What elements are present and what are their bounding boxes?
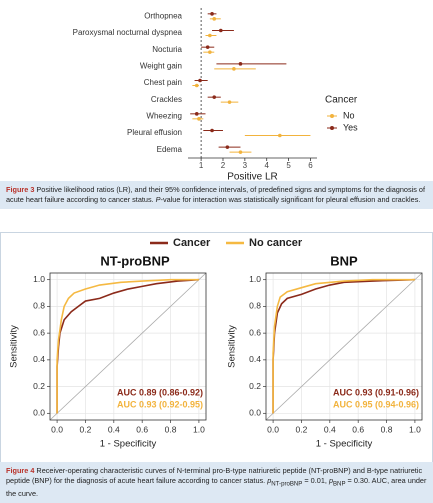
y-tick-label: Pleural effusion — [127, 128, 182, 137]
x-tick-label: 0.0 — [267, 424, 279, 434]
y-axis-label: Sensitivity — [227, 325, 238, 368]
x-tick-label: 0.0 — [51, 424, 63, 434]
point — [194, 112, 199, 116]
caption-text: Positive likelihood ratios (LR), and the… — [6, 185, 425, 205]
point — [218, 28, 223, 33]
x-tick-label: 1.0 — [409, 424, 421, 434]
annotation: AUC 0.95 (0.94-0.96) — [333, 399, 419, 409]
x-tick-label: 0.2 — [296, 424, 308, 434]
x-tick-label: 1 — [199, 161, 204, 170]
caption-label: Figure 3 — [6, 185, 35, 194]
y-tick-label: Nocturia — [152, 45, 182, 54]
y-tick-label: Chest pain — [144, 78, 182, 87]
x-tick-label: 1.0 — [193, 424, 205, 434]
plot-border — [49, 272, 207, 421]
caption-text: = 0.01, — [302, 476, 329, 486]
caption-text: BNP — [333, 480, 346, 488]
y-tick-label: 0.6 — [33, 327, 45, 337]
point — [232, 67, 236, 71]
y-tick-label: 0.4 — [249, 354, 261, 364]
figure-3-caption: Figure 3 Positive likelihood ratios (LR)… — [0, 181, 433, 210]
caption-text: Receiver-operating characteristic curves… — [6, 466, 423, 486]
x-axis-label: 1 - Specificity — [316, 439, 373, 450]
caption-text: p — [267, 476, 272, 486]
y-tick-label: Edema — [157, 145, 183, 154]
y-tick-label: 0.8 — [33, 301, 45, 311]
legend-title: Cancer — [325, 95, 358, 106]
caption-text: P — [155, 195, 161, 205]
annotation: AUC 0.89 (0.86-0.92) — [117, 387, 203, 397]
diagonal — [49, 272, 207, 421]
x-tick-label: 6 — [308, 161, 313, 170]
legend-label: Cancer — [173, 237, 211, 249]
roc-curve — [272, 278, 415, 414]
figure-4-caption: Figure 4 Receiver-operating characterist… — [0, 462, 433, 503]
caption-text: = 0.30. AUC, area under the curve. — [6, 476, 427, 498]
point — [278, 133, 282, 138]
chart-title: NT-proBNP — [100, 253, 170, 268]
caption-label: Figure 4 — [6, 466, 35, 475]
y-tick-label: 0.8 — [249, 301, 261, 311]
point — [210, 12, 214, 16]
y-tick-label: 0.2 — [33, 381, 45, 391]
point — [208, 50, 212, 54]
y-tick-label: 0.0 — [33, 408, 45, 418]
y-tick-label: 0.0 — [249, 408, 261, 418]
x-tick-label: 0.4 — [108, 424, 120, 434]
y-tick-label: Paroxysmal nocturnal dyspnea — [73, 28, 183, 37]
point — [194, 83, 199, 88]
point — [212, 95, 217, 99]
y-tick-label: 1.0 — [249, 274, 261, 284]
point — [238, 150, 243, 154]
point — [227, 100, 232, 104]
x-axis-label: 1 - Specificity — [100, 439, 157, 450]
diagonal — [265, 272, 423, 421]
y-tick-label: 0.6 — [249, 327, 261, 337]
x-tick-label: 0.4 — [324, 424, 336, 434]
y-tick-label: Crackles — [151, 95, 182, 104]
legend-swatch — [330, 114, 334, 118]
roc-curve — [56, 278, 199, 414]
caption-text: p — [328, 476, 333, 486]
legend-swatch — [330, 126, 334, 130]
chart-title: BNP — [330, 253, 358, 268]
point — [225, 145, 230, 149]
point — [208, 33, 212, 38]
y-tick-label: Orthopnea — [144, 11, 182, 20]
point — [198, 78, 202, 83]
plot-border — [265, 272, 423, 421]
y-tick-label: 0.4 — [33, 354, 45, 364]
legend-label: Yes — [343, 122, 358, 132]
legend-label: No cancer — [249, 237, 303, 249]
x-tick-label: 3 — [243, 161, 248, 170]
x-axis-label: Positive LR — [227, 172, 278, 183]
legend-label: No — [343, 110, 355, 120]
x-tick-label: 5 — [286, 161, 291, 170]
x-tick-label: 4 — [264, 161, 269, 170]
y-axis-label: Sensitivity — [9, 325, 20, 368]
x-tick-label: 0.8 — [165, 424, 177, 434]
point — [205, 45, 210, 49]
y-tick-label: 1.0 — [33, 274, 45, 284]
point — [197, 117, 201, 121]
y-tick-label: Wheezing — [146, 111, 182, 120]
x-tick-label: 0.6 — [136, 424, 148, 434]
point — [212, 17, 217, 21]
caption-text: -value for interaction was statistically… — [160, 195, 421, 205]
point — [238, 62, 243, 66]
annotation: AUC 0.93 (0.92-0.95) — [117, 399, 203, 409]
caption-text: NT-proBNP — [271, 480, 303, 488]
x-tick-label: 0.6 — [352, 424, 364, 434]
x-tick-label: 0.2 — [80, 424, 92, 434]
annotation: AUC 0.93 (0.91-0.96) — [333, 387, 419, 397]
point — [210, 128, 214, 133]
y-tick-label: Weight gain — [140, 61, 182, 70]
y-tick-label: 0.2 — [249, 381, 261, 391]
x-tick-label: 2 — [221, 161, 226, 170]
x-tick-label: 0.8 — [381, 424, 393, 434]
